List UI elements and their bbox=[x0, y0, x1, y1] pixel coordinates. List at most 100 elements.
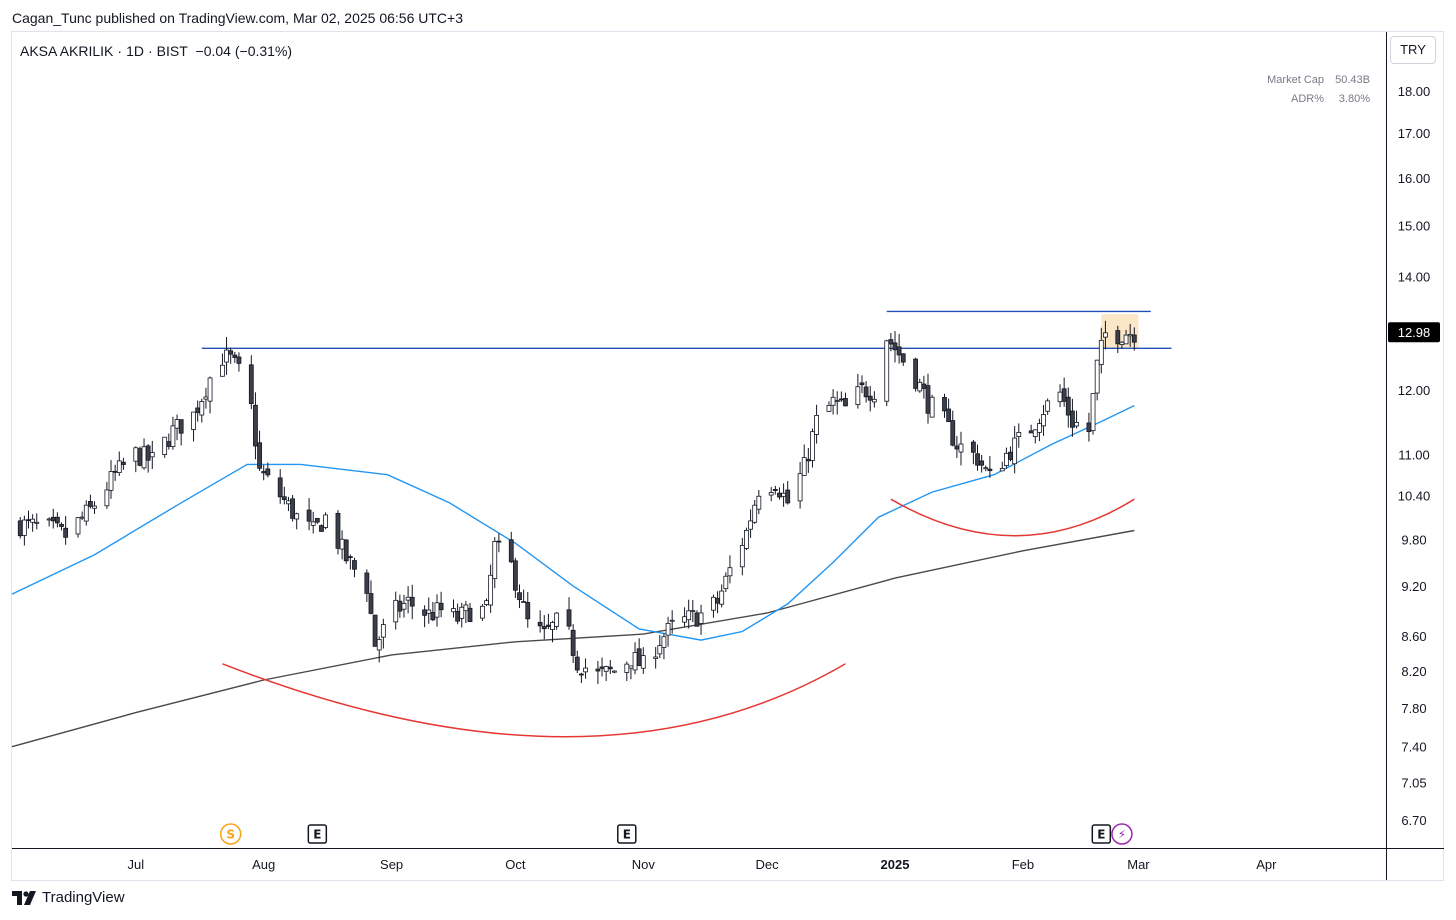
candle-down[interactable] bbox=[525, 601, 531, 620]
earnings-marker-icon[interactable] bbox=[1091, 824, 1112, 844]
candle-up[interactable] bbox=[550, 622, 555, 630]
candle-down[interactable] bbox=[372, 614, 378, 647]
tradingview-footer[interactable]: TradingView bbox=[12, 889, 125, 906]
ma50-line[interactable] bbox=[11, 404, 1135, 641]
candle-down[interactable] bbox=[517, 592, 522, 601]
candle-down[interactable] bbox=[26, 519, 31, 522]
candle-down[interactable] bbox=[368, 593, 374, 614]
candle-down[interactable] bbox=[178, 419, 184, 434]
candle-down[interactable] bbox=[137, 448, 143, 466]
candle-up[interactable] bbox=[983, 467, 989, 470]
candle-up[interactable] bbox=[1032, 429, 1038, 437]
earnings-marker-icon[interactable] bbox=[617, 824, 637, 844]
candle-up[interactable] bbox=[723, 575, 729, 590]
candle-down[interactable] bbox=[347, 556, 353, 559]
candle-up[interactable] bbox=[748, 520, 753, 530]
candle-up[interactable] bbox=[810, 431, 815, 461]
candle-down[interactable] bbox=[574, 656, 580, 671]
candle-down[interactable] bbox=[455, 610, 461, 622]
candle-up[interactable] bbox=[451, 608, 456, 613]
candle-up[interactable] bbox=[21, 519, 27, 536]
candle-down[interactable] bbox=[112, 470, 118, 473]
candle-up[interactable] bbox=[1003, 452, 1009, 467]
candle-up[interactable] bbox=[170, 425, 176, 447]
candle-up[interactable] bbox=[628, 665, 634, 669]
candle-down[interactable] bbox=[430, 612, 436, 621]
candle-down[interactable] bbox=[541, 626, 547, 630]
candle-down[interactable] bbox=[636, 648, 642, 667]
candle-up[interactable] bbox=[612, 670, 617, 673]
candle-down[interactable] bbox=[1086, 422, 1092, 432]
candle-down[interactable] bbox=[277, 477, 283, 498]
candle-up[interactable] bbox=[669, 619, 675, 622]
candle-down[interactable] bbox=[954, 445, 960, 450]
candle-down[interactable] bbox=[946, 408, 952, 423]
candle-down[interactable] bbox=[512, 560, 518, 591]
candle-down[interactable] bbox=[925, 385, 931, 414]
candle-up[interactable] bbox=[323, 514, 328, 528]
candle-up[interactable] bbox=[739, 545, 745, 568]
candle-up[interactable] bbox=[401, 603, 407, 610]
split-marker-icon[interactable] bbox=[219, 823, 242, 845]
candle-up[interactable] bbox=[75, 517, 81, 535]
candle-up[interactable] bbox=[657, 645, 663, 655]
candle-up[interactable] bbox=[1103, 332, 1108, 338]
ma200-line[interactable] bbox=[11, 529, 1135, 748]
candle-up[interactable] bbox=[521, 601, 527, 603]
candle-down[interactable] bbox=[17, 520, 23, 537]
candle-up[interactable] bbox=[220, 364, 225, 377]
candle-down[interactable] bbox=[306, 509, 312, 522]
candle-down[interactable] bbox=[343, 539, 349, 562]
candle-down[interactable] bbox=[335, 512, 341, 549]
candle-down[interactable] bbox=[63, 527, 69, 538]
candle-up[interactable] bbox=[756, 495, 762, 510]
candle-up[interactable] bbox=[1127, 334, 1133, 337]
candle-down[interactable] bbox=[979, 460, 985, 466]
candle-down[interactable] bbox=[352, 560, 357, 570]
candle-up[interactable] bbox=[141, 446, 147, 469]
candle-down[interactable] bbox=[1115, 330, 1121, 345]
earnings-marker-icon[interactable] bbox=[307, 824, 328, 844]
candle-up[interactable] bbox=[801, 457, 807, 476]
candle-down[interactable] bbox=[566, 609, 572, 627]
candle-up[interactable] bbox=[133, 447, 139, 462]
candle-down[interactable] bbox=[257, 442, 262, 469]
candle-down[interactable] bbox=[253, 404, 258, 447]
candle-down[interactable] bbox=[888, 339, 894, 345]
candle-up[interactable] bbox=[583, 667, 588, 673]
candle-down[interactable] bbox=[987, 468, 993, 472]
candle-up[interactable] bbox=[554, 612, 560, 627]
candle-up[interactable] bbox=[294, 513, 300, 520]
candle-up[interactable] bbox=[826, 404, 832, 412]
candle-down[interactable] bbox=[261, 471, 267, 474]
candle-up[interactable] bbox=[191, 411, 196, 430]
candle-up[interactable] bbox=[744, 530, 749, 549]
candle-up[interactable] bbox=[1090, 393, 1096, 432]
candle-down[interactable] bbox=[195, 407, 201, 413]
candle-down[interactable] bbox=[1028, 430, 1034, 434]
candle-down[interactable] bbox=[54, 516, 60, 524]
candle-up[interactable] bbox=[434, 602, 440, 618]
candle-up[interactable] bbox=[834, 400, 840, 402]
candle-down[interactable] bbox=[1061, 388, 1067, 402]
candle-down[interactable] bbox=[579, 673, 584, 676]
candle-up[interactable] bbox=[797, 473, 803, 502]
candle-down[interactable] bbox=[290, 498, 295, 519]
candle-down[interactable] bbox=[409, 596, 415, 607]
candle-down[interactable] bbox=[950, 420, 956, 446]
candle-up[interactable] bbox=[1041, 414, 1046, 427]
candle-down[interactable] bbox=[281, 496, 287, 501]
candle-down[interactable] bbox=[595, 668, 601, 672]
candle-up[interactable] bbox=[929, 396, 935, 418]
currency-button[interactable]: TRY bbox=[1390, 36, 1436, 64]
candle-down[interactable] bbox=[1065, 396, 1071, 416]
candle-up[interactable] bbox=[463, 604, 469, 612]
candle-up[interactable] bbox=[917, 381, 923, 392]
candle-up[interactable] bbox=[1098, 339, 1104, 365]
candle-down[interactable] bbox=[236, 356, 242, 364]
candle-down[interactable] bbox=[59, 524, 64, 527]
candle-up[interactable] bbox=[34, 521, 40, 524]
candle-down[interactable] bbox=[50, 516, 56, 522]
candle-up[interactable] bbox=[665, 622, 671, 636]
candle-down[interactable] bbox=[232, 354, 238, 358]
